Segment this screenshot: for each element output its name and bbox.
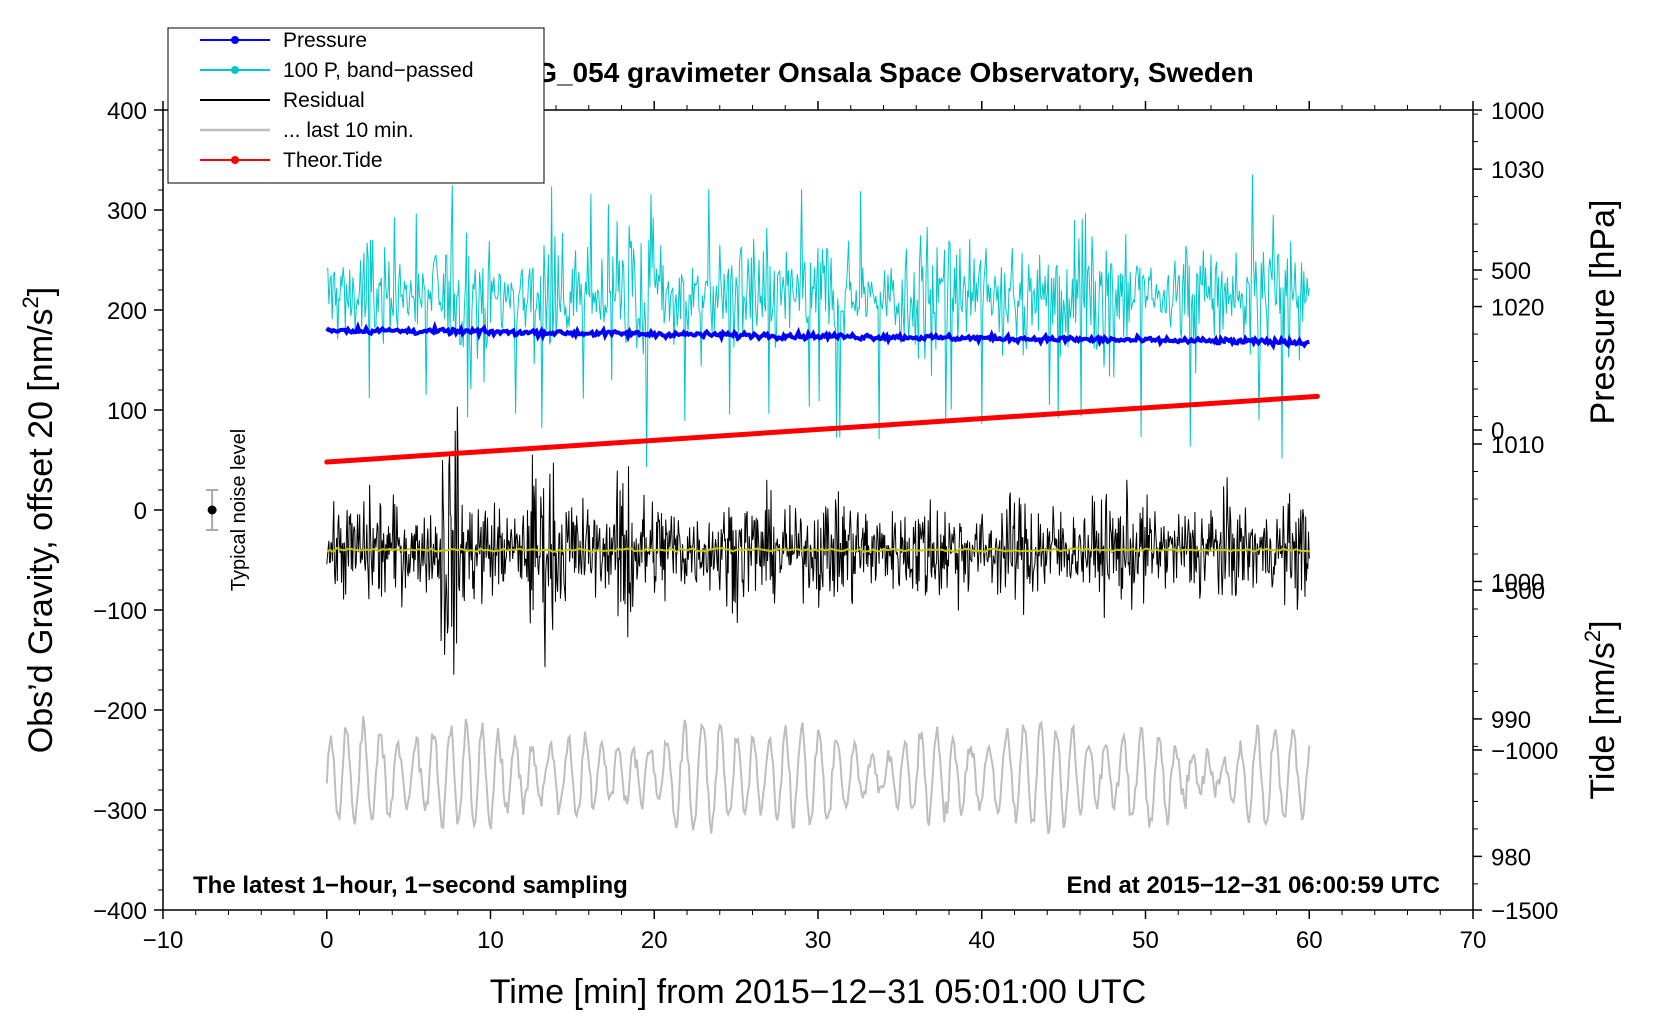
legend-label: Residual — [283, 89, 365, 112]
tide-tick-label: −1000 — [1491, 738, 1558, 765]
series-pressure — [325, 320, 1310, 351]
tide-tick-label: 0 — [1491, 418, 1504, 445]
noise-label: Typical noise level — [228, 429, 250, 591]
pressure-tick-label: 980 — [1491, 844, 1531, 871]
pressure-tick-label: 1010 — [1491, 432, 1544, 459]
series-theoretical-tide — [324, 393, 1320, 465]
noise-center-dot — [207, 505, 217, 515]
x-tick-label: 50 — [1132, 927, 1159, 954]
tide-tick-label: −500 — [1491, 578, 1545, 605]
tide-tick-label: 500 — [1491, 258, 1531, 285]
pressure-tick-label: 1000 — [1491, 569, 1544, 596]
legend-marker — [231, 36, 239, 44]
x-tick-label: 30 — [805, 927, 832, 954]
y-tick-label: 100 — [107, 398, 147, 425]
legend-label: ... last 10 min. — [283, 119, 414, 142]
legend-label: Pressure — [283, 29, 367, 52]
pressure-tick-label: 990 — [1491, 707, 1531, 734]
chart-title: SCG_054 gravimeter Onsala Space Observat… — [496, 57, 1253, 88]
note-left: The latest 1−hour, 1−second sampling — [193, 872, 628, 899]
y-axis-title-main-close: ] — [22, 287, 60, 296]
y-axis-title-main-text: Obs’d Gravity, offset 20 [nm/s — [22, 309, 60, 754]
legend-box — [167, 27, 545, 184]
y-axis-title-tide-sup: 2 — [1580, 630, 1605, 642]
note-right: End at 2015−12−31 06:00:59 UTC — [1066, 872, 1440, 899]
x-tick-label: −10 — [143, 927, 184, 954]
x-tick-label: 60 — [1296, 927, 1323, 954]
series-residual — [326, 406, 1310, 675]
y-tick-label: 0 — [134, 498, 147, 525]
y-tick-label: 200 — [107, 298, 147, 325]
legend-marker — [231, 156, 239, 164]
pressure-tick-label: 1030 — [1491, 157, 1544, 184]
tide-tick-label: 1000 — [1491, 98, 1544, 125]
series-bandpassed-pressure — [326, 174, 1310, 468]
x-tick-label: 20 — [641, 927, 668, 954]
y-tick-label: 400 — [107, 98, 147, 125]
ticks-layer: −10 0 10 20 30 40 50 60 704003002001000−100−200−… — [93, 98, 1558, 954]
y-axis-title-tide-text: Tide [nm/s — [1584, 642, 1622, 799]
y-tick-label: −200 — [93, 698, 147, 725]
y-tick-label: −100 — [93, 598, 147, 625]
y-tick-label: −400 — [93, 898, 147, 925]
y-axis-title-tide: Tide [nm/s2] — [1580, 620, 1622, 799]
x-tick-label: 40 — [968, 927, 995, 954]
x-axis-title: Time [min] from 2015−12−31 05:01:00 UTC — [490, 973, 1146, 1011]
y-axis-title-tide-close: ] — [1584, 620, 1622, 629]
series-residual-mean — [326, 546, 1310, 554]
legend-label: 100 P, band−passed — [283, 59, 474, 82]
x-tick-label: 10 — [477, 927, 504, 954]
legend-marker — [231, 66, 239, 74]
series-layer — [324, 174, 1320, 835]
legend: Pressure 100 P, band−passed Residual ... la… — [167, 27, 545, 184]
y-tick-label: −300 — [93, 798, 147, 825]
y-tick-label: 300 — [107, 198, 147, 225]
pressure-tick-label: 1020 — [1491, 295, 1544, 322]
y-axis-title-main: Obs’d Gravity, offset 20 [nm/s2] — [18, 287, 60, 753]
x-tick-label: 0 — [320, 927, 333, 954]
y-axis-title-main-sup: 2 — [18, 296, 43, 308]
legend-label: Theor.Tide — [283, 149, 383, 172]
x-tick-label: 70 — [1460, 927, 1487, 954]
series-last-10-min — [325, 716, 1311, 835]
tide-tick-label: −1500 — [1491, 898, 1558, 925]
y-axis-title-pressure: Pressure [hPa] — [1584, 200, 1622, 425]
noise-indicator — [206, 489, 219, 531]
